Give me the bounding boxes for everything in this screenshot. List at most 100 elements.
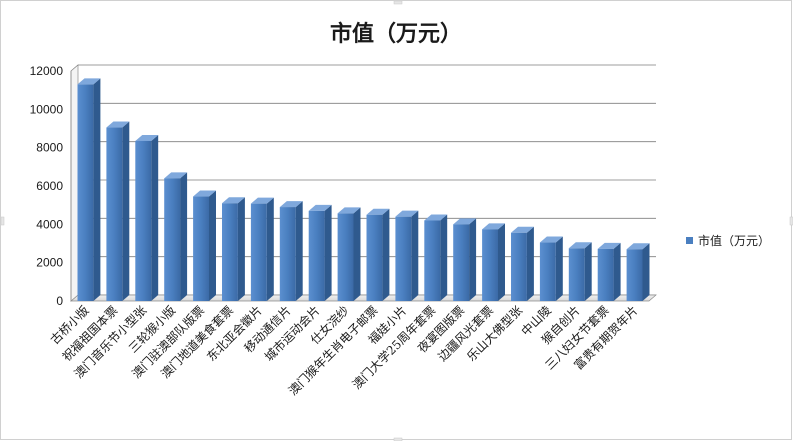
- bar: [453, 218, 477, 301]
- bar: [279, 201, 303, 301]
- y-tick-label: 10000: [30, 102, 64, 116]
- bar-top: [337, 207, 361, 214]
- gridline: [70, 141, 656, 148]
- bar-front: [366, 214, 383, 301]
- y-tick-label: 4000: [36, 217, 63, 231]
- bar-top: [193, 190, 216, 197]
- bar-front: [539, 242, 556, 301]
- y-tick-label: 6000: [36, 179, 63, 193]
- bar-top: [135, 134, 159, 141]
- y-tick-label: 0: [56, 294, 63, 308]
- gridline: [70, 102, 656, 110]
- bar-top: [395, 210, 419, 217]
- bar-front: [279, 207, 296, 301]
- frame-handle-top[interactable]: [393, 1, 403, 5]
- bar: [250, 197, 274, 301]
- bar-side: [295, 201, 303, 301]
- bar-front: [337, 213, 354, 301]
- bar-top: [626, 243, 650, 250]
- bar-top: [366, 208, 390, 215]
- bar-front: [395, 216, 412, 301]
- bar-side: [382, 208, 390, 301]
- bar-top: [222, 197, 245, 204]
- bar: [626, 243, 650, 301]
- bar: [539, 236, 563, 301]
- bar-front: [135, 140, 152, 301]
- chart-side-wall: [70, 64, 79, 302]
- x-axis: 古桥小版祝福祖国本票澳门音乐节小型张三轮猴小版澳门驻澳部队版票澳门地道美食套票东…: [47, 303, 641, 398]
- bar-side: [440, 214, 448, 301]
- bar-front: [453, 224, 470, 301]
- bar-front: [222, 203, 238, 301]
- bar: [597, 242, 621, 301]
- bar: [308, 204, 332, 301]
- y-axis: 0 2000 4000 6000 8000 10000 12000: [30, 64, 64, 308]
- gridline: [70, 217, 656, 225]
- bar-top: [308, 204, 332, 211]
- grid-lines: [70, 64, 656, 302]
- y-tick-label: 2000: [36, 256, 63, 270]
- bar-top: [539, 236, 563, 243]
- bar-side: [353, 207, 361, 301]
- bar-side: [613, 242, 621, 301]
- bar-top: [106, 121, 130, 128]
- bar: [106, 121, 130, 302]
- bar-side: [469, 218, 477, 301]
- bar-top: [424, 214, 448, 221]
- bar-side: [411, 210, 419, 301]
- bar-front: [308, 210, 325, 301]
- bar-front: [77, 84, 94, 302]
- bar-top: [279, 201, 303, 208]
- bar-side: [324, 204, 332, 301]
- bar-side: [497, 223, 505, 301]
- bar-side: [642, 243, 650, 301]
- bar: [568, 242, 592, 301]
- legend-label: 市值（万元）: [698, 233, 770, 248]
- bar: [424, 214, 448, 301]
- bar: [135, 134, 159, 301]
- gridline: [70, 179, 656, 187]
- bar-side: [584, 242, 592, 301]
- bar-front: [193, 196, 209, 301]
- legend: 市值（万元）: [686, 233, 770, 248]
- bar-front: [482, 229, 498, 301]
- bar-top: [597, 242, 621, 249]
- bar-side: [237, 197, 245, 301]
- bar-side: [122, 121, 130, 302]
- bar-front: [250, 203, 267, 301]
- y-tick-label: 8000: [36, 141, 63, 155]
- frame-handle-left[interactable]: [1, 216, 5, 226]
- bar-top: [77, 78, 101, 85]
- y-tick-label: 12000: [30, 64, 64, 78]
- bar-top: [250, 197, 274, 204]
- bar: [337, 207, 361, 301]
- bar: [193, 190, 216, 301]
- bar-top: [482, 223, 505, 230]
- bar-side: [180, 172, 188, 301]
- bar-side: [93, 78, 101, 302]
- bar-top: [511, 226, 534, 233]
- bar: [222, 197, 245, 301]
- frame-handle-right[interactable]: [789, 216, 793, 226]
- chart-title: 市值（万元）: [330, 21, 462, 47]
- bar-front: [568, 248, 585, 301]
- bar: [77, 78, 101, 302]
- bar-side: [151, 134, 159, 301]
- bar-top: [453, 218, 477, 225]
- bar-top: [568, 242, 592, 249]
- bar: [395, 210, 419, 301]
- bar: [511, 226, 534, 301]
- bar-side: [208, 190, 216, 301]
- bar-side: [526, 226, 534, 301]
- bar-front: [597, 248, 614, 301]
- chart-walls: [70, 64, 657, 302]
- bar: [366, 208, 390, 301]
- bars: [77, 78, 650, 302]
- bar-top: [164, 172, 188, 179]
- bar-front: [424, 220, 441, 301]
- bar-front: [626, 249, 643, 301]
- gridline: [70, 256, 656, 263]
- frame-handle-bottom[interactable]: [393, 437, 403, 441]
